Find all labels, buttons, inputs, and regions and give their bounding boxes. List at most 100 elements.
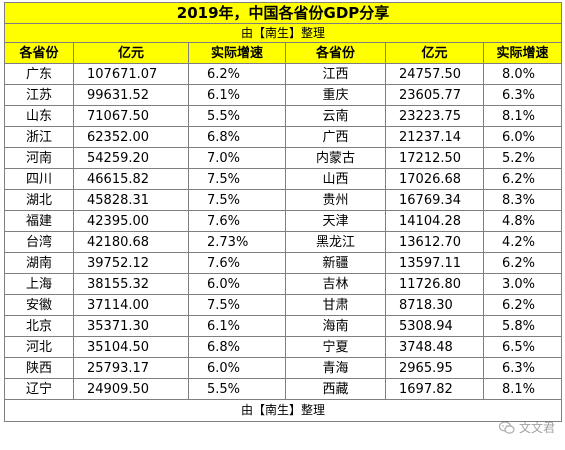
cell-gdp-right: 24757.50 <box>385 63 484 85</box>
wechat-icon <box>498 420 515 434</box>
header-gdp-left: 亿元 <box>73 42 189 64</box>
table-row: 江苏 99631.52 6.1% 重庆 23605.77 6.3% <box>4 84 563 106</box>
title-row: 2019年，中国各省份GDP分享 <box>3 2 563 24</box>
cell-province-right: 海南 <box>285 315 386 337</box>
cell-growth-right: 8.0% <box>482 63 563 85</box>
watermark-text: 文文君 <box>518 421 555 435</box>
cell-gdp-right: 13597.11 <box>385 252 484 274</box>
table-row: 河南 54259.20 7.0% 内蒙古 17212.50 5.2% <box>4 147 563 169</box>
cell-province-right: 新疆 <box>285 252 386 274</box>
cell-growth-left: 5.5% <box>188 378 286 400</box>
table-row: 福建 42395.00 7.6% 天津 14104.28 4.8% <box>4 210 563 232</box>
cell-growth-right: 6.2% <box>482 294 563 316</box>
cell-province-left: 福建 <box>4 210 74 232</box>
cell-gdp-right: 1697.82 <box>385 378 484 400</box>
subtitle-row: 由【南生】整理 <box>3 23 563 43</box>
cell-province-right: 江西 <box>285 63 386 85</box>
cell-province-right: 青海 <box>285 357 386 379</box>
cell-province-right: 甘肃 <box>285 294 386 316</box>
cell-gdp-left: 35371.30 <box>73 315 189 337</box>
footer-row: 由【南生】整理 <box>3 399 563 422</box>
cell-gdp-right: 17212.50 <box>385 147 484 169</box>
cell-growth-right: 6.2% <box>482 168 563 190</box>
header-province-left: 各省份 <box>4 42 74 64</box>
cell-province-right: 吉林 <box>285 273 386 295</box>
table-row: 山东 71067.50 5.5% 云南 23223.75 8.1% <box>4 105 563 127</box>
cell-gdp-left: 37114.00 <box>73 294 189 316</box>
cell-growth-right: 8.1% <box>482 378 563 400</box>
table-footer: 由【南生】整理 <box>3 399 563 422</box>
table-row: 湖南 39752.12 7.6% 新疆 13597.11 6.2% <box>4 252 563 274</box>
cell-growth-right: 5.2% <box>482 147 563 169</box>
cell-gdp-left: 42395.00 <box>73 210 189 232</box>
cell-growth-left: 7.6% <box>188 210 286 232</box>
cell-growth-left: 6.1% <box>188 315 286 337</box>
cell-province-left: 浙江 <box>4 126 74 148</box>
cell-province-right: 广西 <box>285 126 386 148</box>
table-row: 台湾 42180.68 2.73% 黑龙江 13612.70 4.2% <box>4 231 563 253</box>
cell-province-left: 北京 <box>4 315 74 337</box>
header-row: 各省份 亿元 实际增速 各省份 亿元 实际增速 <box>4 42 563 64</box>
cell-province-right: 内蒙古 <box>285 147 386 169</box>
cell-growth-right: 4.8% <box>482 210 563 232</box>
cell-gdp-right: 16769.34 <box>385 189 484 211</box>
cell-growth-left: 5.5% <box>188 105 286 127</box>
cell-gdp-left: 35104.50 <box>73 336 189 358</box>
header-province-right: 各省份 <box>285 42 386 64</box>
cell-growth-left: 7.5% <box>188 168 286 190</box>
cell-gdp-right: 23223.75 <box>385 105 484 127</box>
cell-gdp-left: 42180.68 <box>73 231 189 253</box>
cell-province-left: 广东 <box>4 63 74 85</box>
cell-gdp-right: 3748.48 <box>385 336 484 358</box>
header-growth-right: 实际增速 <box>482 42 563 64</box>
cell-gdp-left: 25793.17 <box>73 357 189 379</box>
cell-gdp-left: 62352.00 <box>73 126 189 148</box>
cell-gdp-right: 5308.94 <box>385 315 484 337</box>
cell-growth-left: 6.8% <box>188 336 286 358</box>
cell-gdp-right: 14104.28 <box>385 210 484 232</box>
table-row: 河北 35104.50 6.8% 宁夏 3748.48 6.5% <box>4 336 563 358</box>
cell-gdp-right: 17026.68 <box>385 168 484 190</box>
cell-province-left: 河北 <box>4 336 74 358</box>
cell-gdp-left: 71067.50 <box>73 105 189 127</box>
cell-province-right: 天津 <box>285 210 386 232</box>
cell-province-right: 西藏 <box>285 378 386 400</box>
cell-growth-right: 4.2% <box>482 231 563 253</box>
cell-province-left: 陕西 <box>4 357 74 379</box>
cell-gdp-left: 45828.31 <box>73 189 189 211</box>
cell-growth-right: 6.3% <box>482 84 563 106</box>
table-title: 2019年，中国各省份GDP分享 <box>3 2 563 24</box>
table-row: 北京 35371.30 6.1% 海南 5308.94 5.8% <box>4 315 563 337</box>
cell-growth-left: 2.73% <box>188 231 286 253</box>
header-growth-left: 实际增速 <box>188 42 286 64</box>
cell-province-right: 贵州 <box>285 189 386 211</box>
cell-growth-right: 8.1% <box>482 105 563 127</box>
cell-province-right: 宁夏 <box>285 336 386 358</box>
cell-province-left: 湖南 <box>4 252 74 274</box>
table-row: 陕西 25793.17 6.0% 青海 2965.95 6.3% <box>4 357 563 379</box>
cell-growth-left: 6.8% <box>188 126 286 148</box>
cell-gdp-left: 99631.52 <box>73 84 189 106</box>
cell-growth-left: 7.5% <box>188 294 286 316</box>
header-gdp-right: 亿元 <box>385 42 484 64</box>
cell-province-right: 重庆 <box>285 84 386 106</box>
cell-gdp-right: 21237.14 <box>385 126 484 148</box>
cell-province-right: 云南 <box>285 105 386 127</box>
watermark: 文文君 <box>498 419 555 436</box>
cell-growth-left: 7.0% <box>188 147 286 169</box>
cell-growth-right: 6.3% <box>482 357 563 379</box>
cell-province-right: 黑龙江 <box>285 231 386 253</box>
cell-gdp-right: 13612.70 <box>385 231 484 253</box>
cell-gdp-right: 8718.30 <box>385 294 484 316</box>
cell-gdp-left: 46615.82 <box>73 168 189 190</box>
cell-province-left: 河南 <box>4 147 74 169</box>
gdp-table: 2019年，中国各省份GDP分享 由【南生】整理 各省份 亿元 实际增速 各省份… <box>3 2 563 422</box>
gdp-sheet: 2019年，中国各省份GDP分享 由【南生】整理 各省份 亿元 实际增速 各省份… <box>3 2 563 422</box>
cell-province-left: 台湾 <box>4 231 74 253</box>
cell-growth-left: 7.5% <box>188 189 286 211</box>
cell-province-left: 山东 <box>4 105 74 127</box>
cell-province-left: 四川 <box>4 168 74 190</box>
cell-growth-right: 5.8% <box>482 315 563 337</box>
cell-gdp-left: 38155.32 <box>73 273 189 295</box>
cell-province-left: 安徽 <box>4 294 74 316</box>
